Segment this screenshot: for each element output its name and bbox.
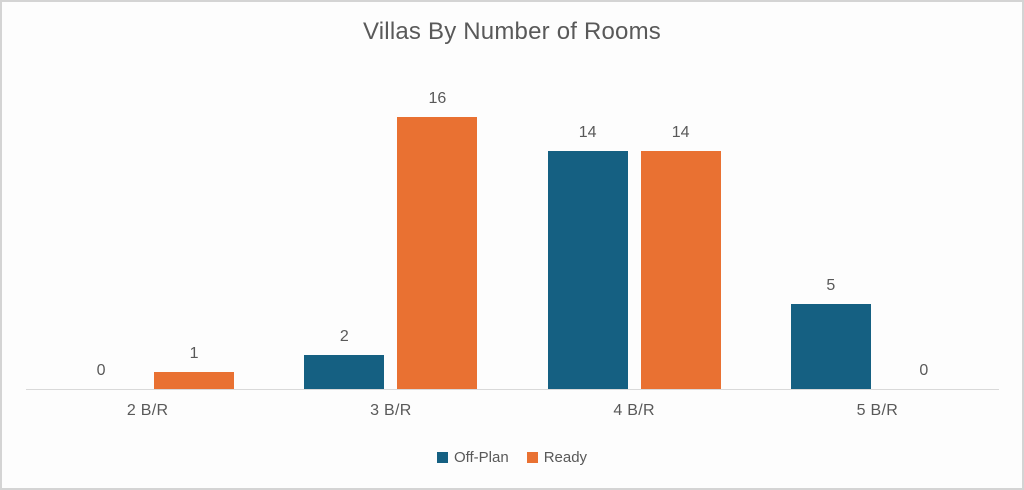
bar-pair: 2 16 [304, 90, 478, 389]
bar-slot: 0 [61, 363, 141, 389]
bar-slot: 0 [884, 363, 964, 389]
data-label-off-plan-3-b-r: 2 [339, 328, 349, 345]
chart-title: Villas By Number of Rooms [363, 18, 661, 45]
bar-slot: 2 [304, 328, 385, 389]
bar-ready-3-b-r [397, 117, 478, 389]
category-group-3-b-r: 2 16 3 B/R [269, 2, 512, 419]
category-label-5-b-r: 5 B/R [856, 402, 899, 419]
bar-off-plan-3-b-r [304, 355, 385, 389]
legend-swatch-icon [436, 452, 448, 463]
data-label-off-plan-2-b-r: 0 [96, 362, 106, 379]
bar-ready-4-b-r [640, 151, 721, 389]
bar-off-plan-4-b-r [547, 151, 628, 389]
data-label-ready-5-b-r: 0 [919, 362, 929, 379]
legend-item-off-plan: Off-Plan [436, 449, 509, 466]
data-label-off-plan-4-b-r: 14 [578, 124, 597, 141]
bar-off-plan-5-b-r [790, 304, 871, 389]
bar-slot: 16 [397, 90, 478, 389]
bar-ready-2-b-r [154, 372, 235, 389]
category-label-4-b-r: 4 B/R [613, 402, 655, 419]
bar-slot: 14 [547, 124, 628, 389]
data-label-ready-3-b-r: 16 [428, 90, 447, 107]
legend-item-ready: Ready [526, 449, 588, 466]
category-label-3-b-r: 3 B/R [370, 402, 412, 419]
legend-swatch-icon [526, 452, 538, 463]
legend-label: Off-Plan [453, 449, 509, 466]
bar-slot: 5 [790, 277, 871, 389]
bar-slot: 1 [154, 345, 235, 389]
data-label-ready-4-b-r: 14 [671, 124, 690, 141]
legend: Off-Plan Ready [2, 449, 1022, 466]
data-label-off-plan-5-b-r: 5 [826, 277, 836, 294]
bar-pair: 14 14 [547, 124, 721, 389]
data-label-ready-2-b-r: 1 [189, 345, 199, 362]
category-group-4-b-r: 14 14 4 B/R [513, 2, 756, 419]
category-label-2-b-r: 2 B/R [126, 402, 169, 419]
legend-label: Ready [543, 449, 588, 466]
bar-slot: 14 [640, 124, 721, 389]
